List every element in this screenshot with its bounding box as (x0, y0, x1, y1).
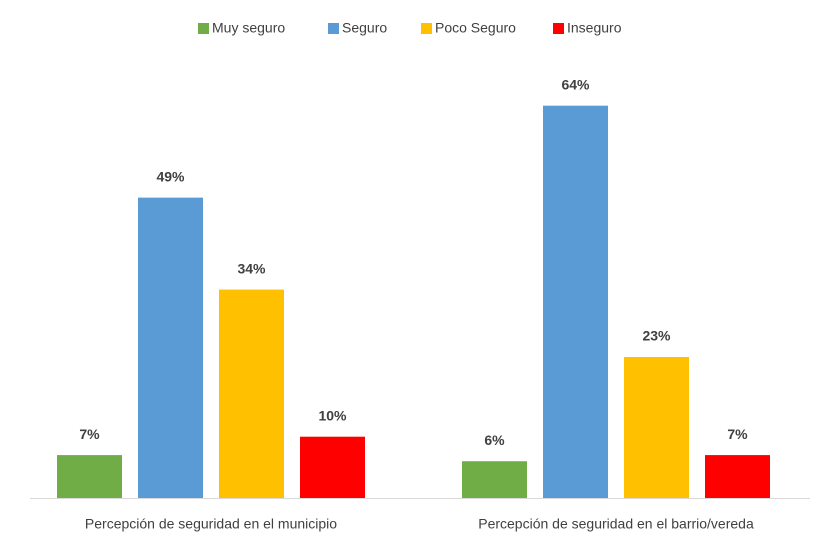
value-label: 6% (484, 432, 505, 448)
legend-swatch (328, 23, 339, 34)
value-label: 64% (561, 76, 590, 92)
legend-label: Muy seguro (212, 20, 285, 36)
legend-swatch (198, 23, 209, 34)
x-tick-label: Percepción de seguridad en el barrio/ver… (478, 516, 754, 532)
value-label: 34% (237, 260, 266, 276)
bar (219, 289, 284, 498)
legend-label: Poco Seguro (435, 20, 516, 36)
value-label: 10% (318, 407, 347, 423)
bar (138, 197, 203, 498)
value-label: 7% (727, 426, 748, 442)
value-label: 49% (156, 168, 185, 184)
bar (57, 455, 122, 498)
x-tick-label: Percepción de seguridad en el municipio (85, 516, 337, 532)
legend-swatch (553, 23, 564, 34)
legend-swatch (421, 23, 432, 34)
value-label: 7% (79, 426, 100, 442)
bar (624, 357, 689, 498)
value-label: 23% (642, 328, 671, 344)
bar (543, 105, 608, 499)
legend-label: Inseguro (567, 20, 622, 36)
bar (462, 461, 527, 498)
legend-label: Seguro (342, 20, 387, 36)
bar (300, 436, 365, 498)
bar (705, 455, 770, 498)
